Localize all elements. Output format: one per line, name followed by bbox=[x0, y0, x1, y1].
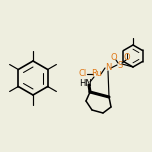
Text: O: O bbox=[111, 54, 117, 62]
Text: HN: HN bbox=[79, 79, 91, 88]
Text: S: S bbox=[117, 60, 123, 69]
Text: Cl: Cl bbox=[79, 69, 87, 78]
Text: Ru: Ru bbox=[92, 69, 102, 78]
Text: N: N bbox=[105, 64, 111, 73]
Text: O: O bbox=[124, 54, 130, 62]
